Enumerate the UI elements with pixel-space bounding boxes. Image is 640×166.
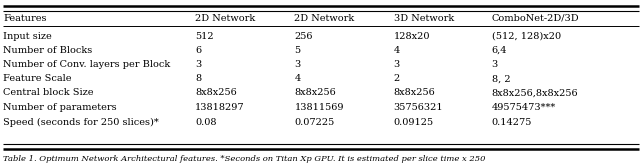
Text: Central block Size: Central block Size [3,88,93,97]
Text: 8, 2: 8, 2 [492,74,510,83]
Text: 4: 4 [394,46,400,55]
Text: 256: 256 [294,32,313,41]
Text: 2D Network: 2D Network [294,14,355,23]
Text: ComboNet-2D/3D: ComboNet-2D/3D [492,14,579,23]
Text: 35756321: 35756321 [394,103,444,112]
Text: 3: 3 [294,60,301,69]
Text: 6,4: 6,4 [492,46,507,55]
Text: 8: 8 [195,74,202,83]
Text: 49575473***: 49575473*** [492,103,556,112]
Text: Number of Conv. layers per Block: Number of Conv. layers per Block [3,60,170,69]
Text: 512: 512 [195,32,214,41]
Text: 2D Network: 2D Network [195,14,255,23]
Text: Speed (seconds for 250 slices)*: Speed (seconds for 250 slices)* [3,118,159,127]
Text: Features: Features [3,14,47,23]
Text: 5: 5 [294,46,301,55]
Text: 128x20: 128x20 [394,32,430,41]
Text: 0.07225: 0.07225 [294,118,335,127]
Text: Table 1. Optimum Network Architectural features. *Seconds on Titan Xp GPU. It is: Table 1. Optimum Network Architectural f… [3,155,486,163]
Text: (512, 128)x20: (512, 128)x20 [492,32,561,41]
Text: 4: 4 [294,74,301,83]
Text: 8x8x256: 8x8x256 [394,88,435,97]
Text: 3: 3 [492,60,498,69]
Text: 0.08: 0.08 [195,118,217,127]
Text: 0.09125: 0.09125 [394,118,434,127]
Text: Number of Blocks: Number of Blocks [3,46,92,55]
Text: 8x8x256: 8x8x256 [294,88,336,97]
Text: 3D Network: 3D Network [394,14,454,23]
Text: 8x8x256: 8x8x256 [195,88,237,97]
Text: 13811569: 13811569 [294,103,344,112]
Text: 3: 3 [195,60,202,69]
Text: 3: 3 [394,60,400,69]
Text: Number of parameters: Number of parameters [3,103,117,112]
Text: 13818297: 13818297 [195,103,245,112]
Text: Input size: Input size [3,32,52,41]
Text: 2: 2 [394,74,400,83]
Text: Feature Scale: Feature Scale [3,74,72,83]
Text: 0.14275: 0.14275 [492,118,532,127]
Text: 8x8x256,8x8x256: 8x8x256,8x8x256 [492,88,578,97]
Text: 6: 6 [195,46,202,55]
